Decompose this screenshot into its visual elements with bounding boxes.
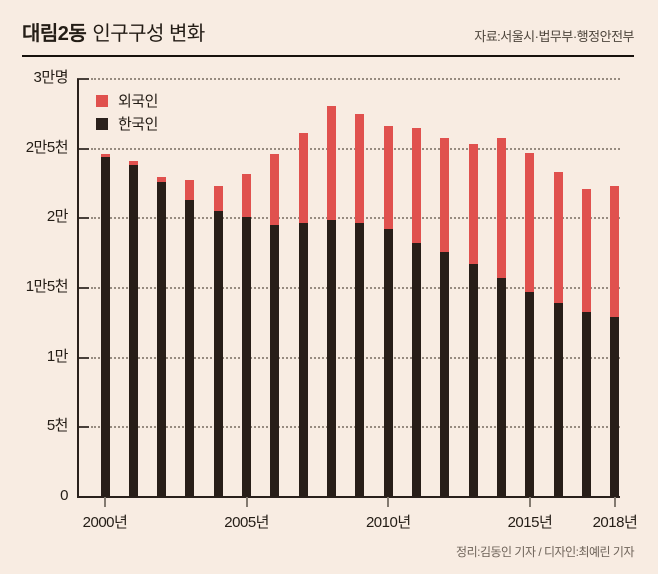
y-axis-label-10000: 1만	[46, 347, 69, 365]
bar-foreigner-2005	[242, 173, 252, 217]
bar-foreigner-2007	[298, 132, 308, 223]
bar-foreigner-2001	[128, 161, 138, 166]
y-grid-tick-25000	[77, 147, 89, 150]
y-gridline-30000	[91, 78, 620, 80]
legend-item-foreigner: 외국인	[96, 89, 158, 112]
title-divider	[22, 55, 634, 57]
x-axis-label-2005: 2005년	[224, 514, 269, 531]
byline-credit: 정리:김동인 기자 / 디자인:최예린 기자	[456, 545, 634, 559]
data-source-note: 자료:서울시·법무부·행정안전부	[474, 29, 634, 44]
korean-swatch-icon	[96, 117, 108, 130]
y-axis-label-5000: 5천	[46, 417, 69, 435]
bar-korean-2018	[610, 317, 620, 497]
legend-item-korean: 한국인	[96, 112, 158, 135]
bar-korean-2011	[412, 243, 422, 497]
bar-foreigner-2002	[157, 176, 167, 183]
bar-korean-2005	[242, 216, 252, 497]
bar-foreigner-2009	[355, 113, 365, 223]
y-grid-tick-15000	[77, 287, 89, 289]
y-axis-label-30000: 3만명	[33, 69, 69, 86]
bar-foreigner-2004	[213, 185, 223, 212]
bar-foreigner-2008	[327, 106, 337, 220]
x-axis-label-2018: 2018년	[592, 514, 638, 531]
x-axis-tick-2018	[613, 497, 616, 507]
x-axis-baseline	[77, 496, 620, 498]
x-axis-tick-2015	[528, 497, 531, 507]
bar-foreigner-2010	[383, 125, 393, 230]
bar-korean-2004	[213, 211, 223, 497]
bar-foreigner-2011	[412, 127, 422, 244]
bar-korean-2003	[185, 200, 195, 497]
bar-korean-2010	[383, 229, 393, 497]
y-grid-tick-5000	[77, 426, 89, 429]
foreigner-swatch-icon	[96, 94, 108, 107]
page-title-rest: 인구구성 변화	[92, 23, 205, 45]
x-axis-label-2010: 2010년	[365, 514, 411, 531]
bar-korean-2006	[270, 225, 280, 497]
y-axis-line	[77, 79, 79, 497]
legend-label-foreigner: 외국인	[118, 93, 158, 110]
y-axis-label-0: 0	[60, 487, 68, 504]
bar-korean-2002	[157, 182, 167, 497]
x-axis-tick-2005	[245, 497, 248, 507]
bar-korean-2014	[497, 278, 507, 497]
y-axis-label-20000: 2만	[46, 208, 69, 226]
bar-foreigner-2012	[440, 138, 450, 252]
x-axis-tick-2000	[104, 497, 106, 507]
page-title: 대림2동 인구구성 변화	[22, 17, 205, 46]
x-axis-label-2000: 2000년	[82, 514, 128, 531]
bar-foreigner-2000	[100, 154, 110, 158]
bar-korean-2015	[525, 292, 535, 497]
bar-korean-2000	[100, 157, 110, 497]
bar-foreigner-2015	[525, 152, 535, 293]
bar-foreigner-2013	[468, 144, 478, 265]
page-title-bold: 대림2동	[22, 23, 87, 45]
bar-korean-2013	[468, 264, 478, 497]
y-axis-label-15000: 1만5천	[25, 278, 69, 295]
bar-korean-2016	[553, 303, 563, 497]
bar-foreigner-2018	[610, 186, 620, 318]
bar-foreigner-2014	[497, 137, 507, 279]
bar-foreigner-2017	[582, 189, 592, 312]
bar-korean-2017	[582, 311, 592, 497]
bar-korean-2012	[440, 251, 450, 497]
y-grid-tick-20000	[77, 217, 89, 220]
bar-korean-2008	[327, 219, 337, 497]
y-grid-tick-30000	[77, 78, 89, 80]
x-axis-label-2015: 2015년	[507, 514, 553, 531]
y-axis-label-25000: 2만5천	[25, 138, 69, 156]
bar-foreigner-2006	[270, 154, 280, 226]
bar-foreigner-2016	[553, 171, 563, 304]
y-grid-tick-10000	[77, 356, 89, 359]
x-axis-tick-2010	[387, 497, 390, 507]
bar-korean-2007	[298, 222, 308, 497]
legend-label-korean: 한국인	[118, 116, 158, 133]
chart-legend: 외국인 한국인	[96, 89, 158, 135]
bar-korean-2001	[128, 165, 138, 497]
bar-korean-2009	[355, 222, 365, 497]
bar-foreigner-2003	[185, 180, 195, 201]
